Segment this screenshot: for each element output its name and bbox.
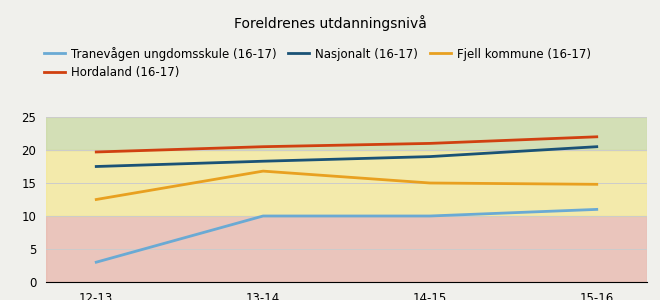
Legend: Tranevågen ungdomsskule (16-17), Hordaland (16-17), Nasjonalt (16-17), Fjell kom: Tranevågen ungdomsskule (16-17), Hordala… [39, 42, 596, 84]
Bar [46, 216, 647, 282]
Text: Foreldrenes utdanningsnivå: Foreldrenes utdanningsnivå [234, 15, 426, 31]
Bar [46, 117, 647, 150]
Bar [46, 150, 647, 216]
